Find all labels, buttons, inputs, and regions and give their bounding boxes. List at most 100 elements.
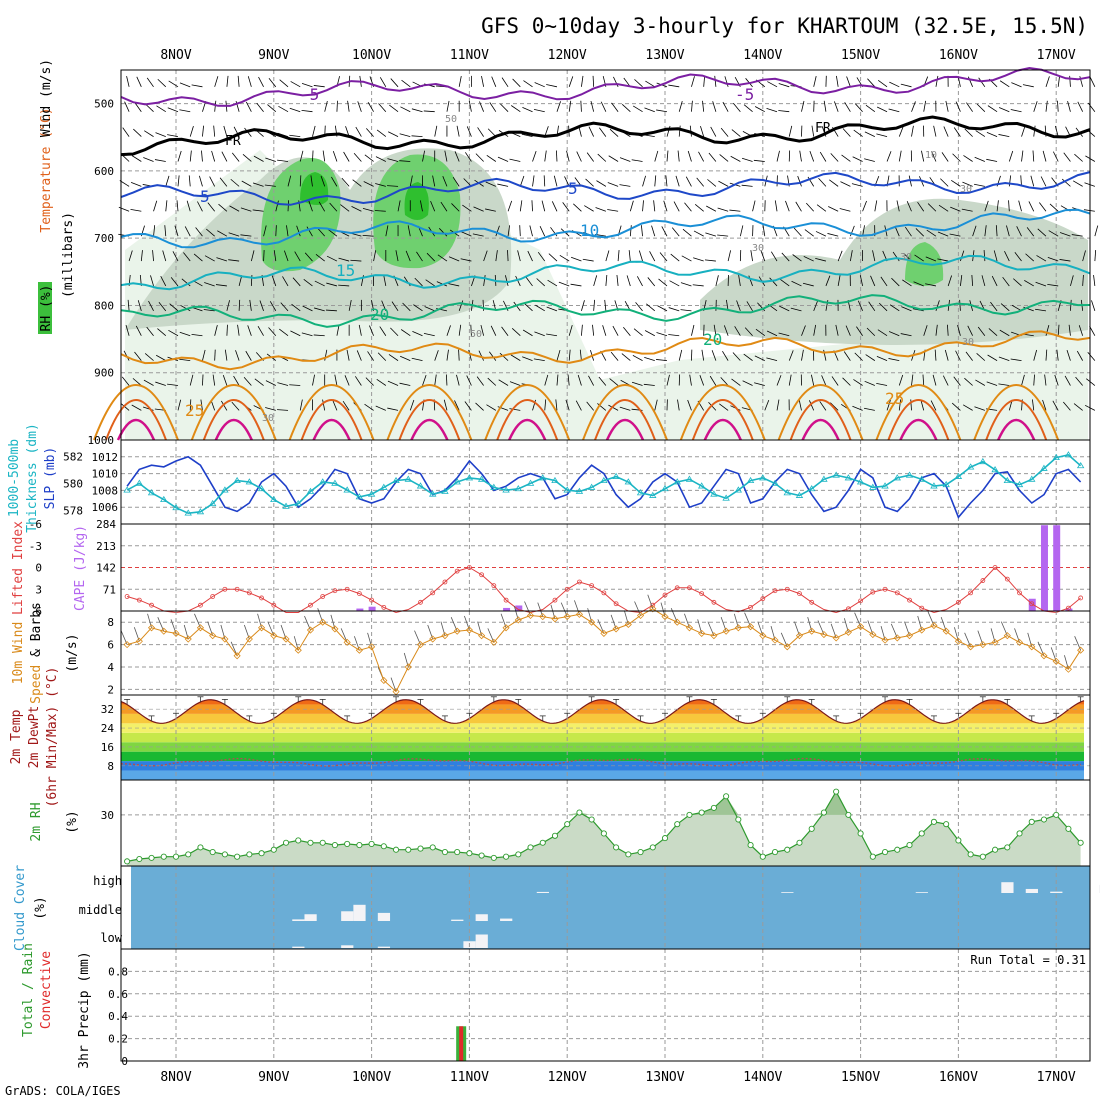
data-point [453, 627, 461, 635]
wind-barb [1064, 375, 1071, 386]
data-point [477, 475, 486, 482]
data-point [198, 602, 203, 608]
wind-barb [140, 250, 143, 262]
wind-barb [964, 128, 973, 137]
wind-barb [134, 351, 142, 361]
data-point [356, 591, 362, 596]
rh-legend-swatch [38, 282, 52, 334]
y-tick-label: middle [79, 903, 122, 917]
wind-barb [566, 150, 570, 162]
data-point [979, 457, 987, 465]
wind-barb [445, 374, 448, 386]
data-point [454, 568, 460, 574]
wind-barb [310, 175, 313, 187]
data-point [210, 594, 216, 599]
data-point [306, 487, 315, 494]
wind-barb [944, 349, 949, 361]
wind-barb [490, 325, 497, 336]
data-point [196, 508, 205, 515]
ylabel-temp: 2m Temp [9, 709, 24, 764]
wind-barb [964, 377, 973, 386]
wind-barb [292, 277, 301, 287]
data-point [1004, 576, 1010, 582]
wind-barb [150, 275, 154, 287]
wind-barb [977, 326, 986, 336]
wind-barb [705, 232, 717, 237]
wind-barb [629, 200, 634, 212]
data-point [491, 583, 497, 589]
wind-barb [412, 331, 423, 337]
wind-barb [922, 374, 925, 386]
data-point [1040, 464, 1048, 471]
wind-barb [258, 76, 264, 88]
wind-barb [776, 375, 782, 386]
wind-barb [888, 358, 900, 362]
wind-barb [816, 204, 827, 212]
wind-barb [788, 374, 792, 386]
wind-barb [889, 81, 900, 88]
wind-barb [677, 150, 680, 162]
wind-barb [663, 200, 668, 212]
wind-barb [464, 401, 472, 411]
wind-barb [1035, 308, 1047, 312]
wind-barb [1077, 101, 1084, 112]
wind-barb [978, 77, 986, 88]
wind-barb [231, 152, 240, 162]
isotherm-35 [410, 418, 449, 441]
wind-barb [612, 325, 619, 336]
wind-barb [1036, 255, 1047, 262]
wind-barb [214, 349, 216, 361]
wind-barb [805, 202, 814, 212]
data-point [636, 489, 645, 496]
data-point [367, 490, 376, 497]
date-label-top: 13NOV [645, 48, 684, 63]
wind-barb [125, 325, 130, 336]
wind-barb [522, 106, 533, 113]
wind-barb [687, 399, 692, 411]
wind-barb [1091, 300, 1096, 311]
data-point [759, 474, 767, 481]
wind-barb [680, 309, 692, 312]
wind-barb [519, 225, 521, 237]
wind-barb [694, 203, 704, 212]
wind-barb [164, 225, 167, 237]
data-point [270, 632, 278, 640]
wind-barb [654, 175, 657, 187]
wind-barb [953, 376, 961, 386]
wind-barb [1059, 232, 1071, 237]
wind-barb [973, 183, 985, 187]
wind-barb [301, 109, 313, 113]
wind-barb [363, 181, 374, 187]
y-tick-label-right: 1012 [92, 451, 119, 464]
contour-label: FR [225, 134, 241, 149]
wind-barb [754, 382, 765, 386]
wind-barb [148, 300, 154, 312]
wind-barb [1008, 175, 1012, 187]
wind-barb [463, 178, 472, 187]
wind-barb [375, 156, 387, 162]
wind-barb [379, 77, 387, 88]
data-point [735, 816, 742, 823]
wind-barb [512, 78, 521, 88]
wind-barb [813, 300, 819, 311]
wind-barb [218, 203, 228, 212]
data-point [160, 495, 168, 503]
wind-barb [898, 374, 904, 386]
wind-barb [651, 225, 656, 237]
data-point [918, 626, 926, 634]
data-point [245, 478, 254, 485]
data-point [539, 613, 547, 621]
date-label-top: 12NOV [548, 48, 587, 63]
wind-barb [1021, 126, 1026, 137]
data-point [308, 602, 313, 608]
wind-barb [437, 254, 448, 262]
wind-barb [654, 150, 659, 162]
wind-barb [669, 280, 680, 287]
wind-barb [729, 209, 741, 212]
wind-barb [326, 255, 338, 262]
data-point [478, 852, 485, 859]
data-point [331, 625, 339, 633]
wind-barb [424, 306, 435, 312]
wind-barb [539, 226, 546, 237]
wind-barb [921, 150, 925, 162]
